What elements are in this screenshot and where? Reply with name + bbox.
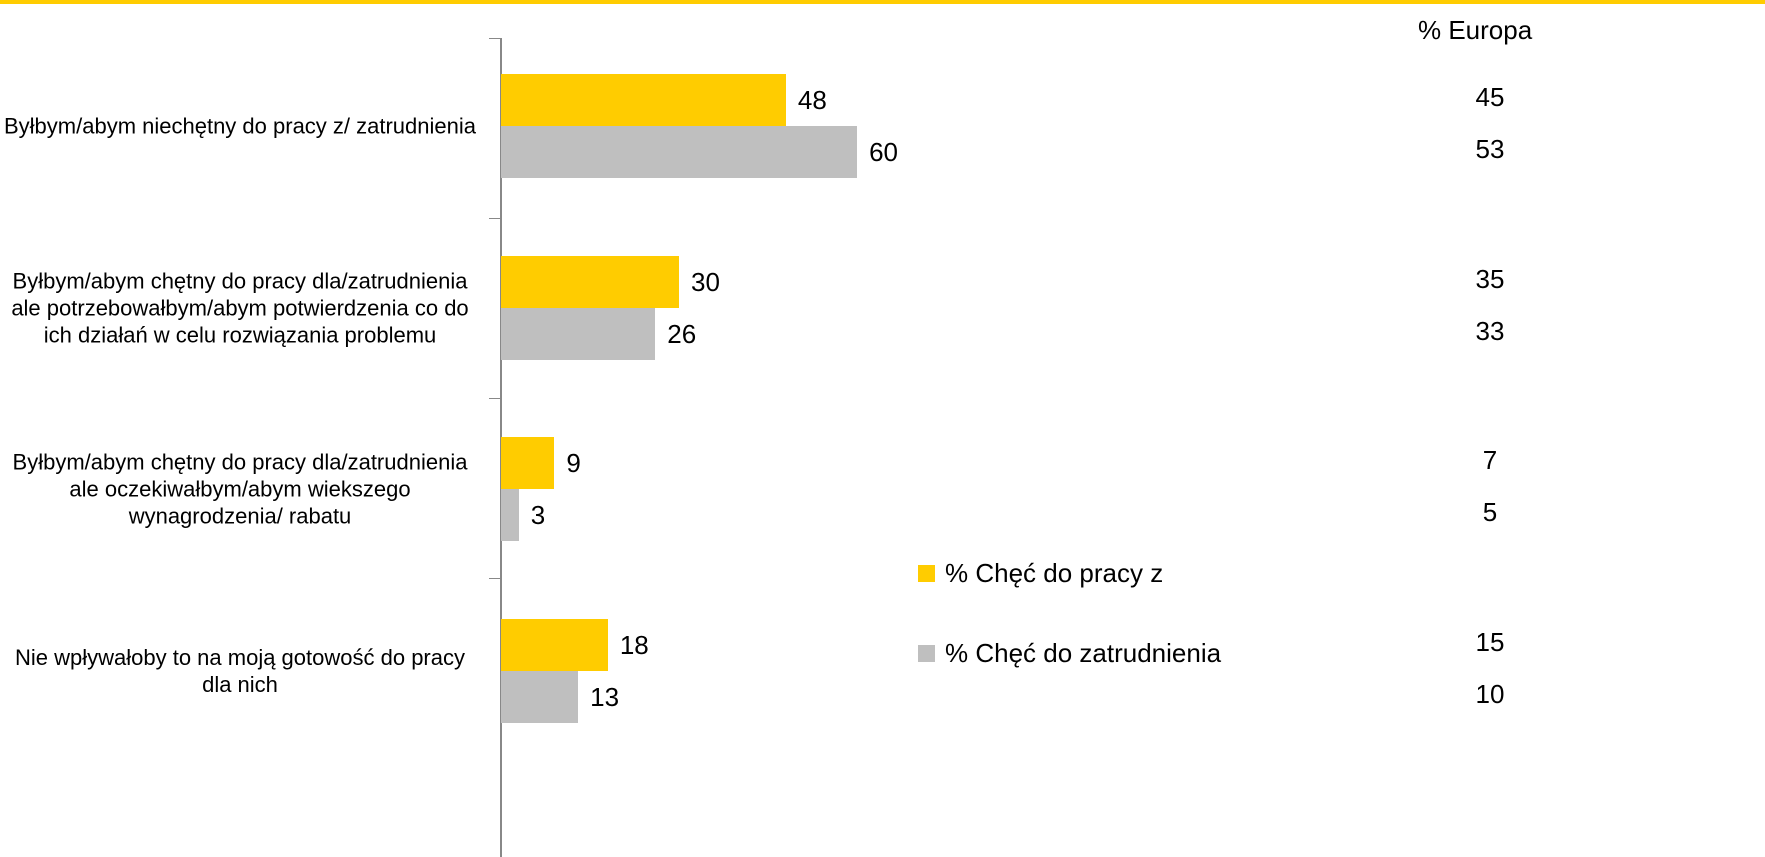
category-label: Nie wpływałoby to na moją gotowość do pr… — [14, 645, 465, 698]
axis-tick — [489, 578, 501, 579]
europe-value: 15 — [1475, 627, 1505, 658]
europe-value: 35 — [1475, 263, 1505, 294]
value-label: 9 — [566, 448, 581, 479]
europe-value: 53 — [1475, 134, 1505, 164]
value-label: 13 — [590, 682, 620, 713]
bar — [501, 671, 579, 724]
legend-label: % Chęć do pracy z — [945, 558, 1164, 588]
bar — [501, 307, 656, 360]
value-label: 3 — [530, 500, 546, 531]
value-label: 26 — [667, 318, 697, 349]
bar — [501, 255, 680, 308]
value-label: 60 — [869, 137, 899, 167]
legend-swatch — [918, 565, 935, 582]
europe-value: 10 — [1475, 679, 1505, 710]
legend-swatch — [918, 645, 935, 662]
top-rule — [0, 0, 1765, 4]
value-label: 18 — [619, 630, 649, 661]
europe-value: 7 — [1482, 445, 1498, 476]
axis-tick — [489, 38, 501, 39]
europe-value: 45 — [1475, 82, 1505, 112]
value-label: 48 — [797, 85, 827, 115]
axis-tick — [489, 218, 501, 219]
bar — [501, 619, 608, 672]
bar — [501, 489, 519, 542]
category-label: Byłbym/abym chętny do pracy dla/zatrudni… — [12, 449, 468, 529]
axis-tick — [489, 398, 501, 399]
bar — [501, 74, 786, 126]
bar — [501, 126, 858, 178]
bar — [501, 437, 555, 490]
value-label: 30 — [691, 266, 720, 297]
category-label: Byłbym/abym niechętny do pracy z/ zatrud… — [3, 113, 476, 139]
legend-label: % Chęć do zatrudnienia — [945, 638, 1222, 668]
europe-value: 5 — [1482, 497, 1498, 528]
europe-value: 33 — [1475, 315, 1505, 346]
category-label: Byłbym/abym chętny do pracy dla/zatrudni… — [11, 268, 469, 348]
europe-title: % Europa — [1418, 15, 1533, 45]
